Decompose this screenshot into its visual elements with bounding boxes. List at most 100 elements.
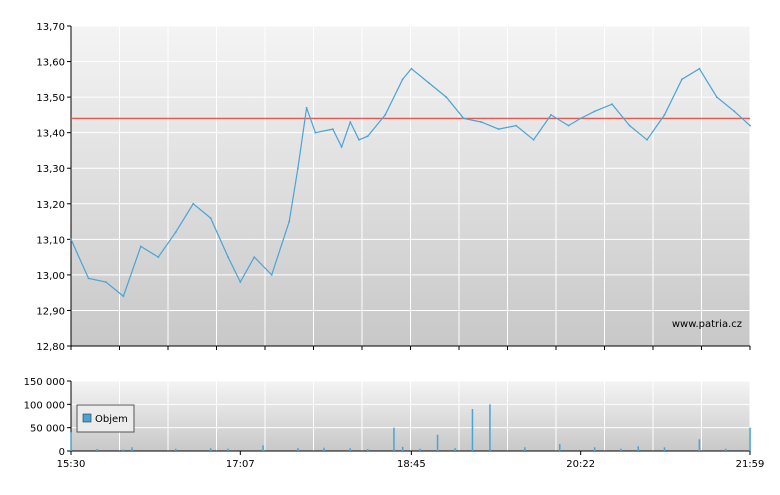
volume-y-tick-label: 150 000 bbox=[24, 377, 65, 388]
price-point bbox=[209, 217, 212, 219]
volume-bar bbox=[297, 448, 299, 451]
price-point bbox=[663, 114, 666, 116]
volume-bar bbox=[349, 448, 351, 451]
price-point bbox=[314, 131, 317, 134]
price-point bbox=[349, 121, 352, 123]
price-point bbox=[331, 128, 334, 131]
price-point bbox=[445, 96, 448, 98]
price-point bbox=[567, 124, 570, 127]
volume-bar bbox=[262, 445, 264, 451]
volume-bar bbox=[393, 427, 395, 451]
price-point bbox=[139, 245, 142, 248]
price-point bbox=[288, 220, 291, 223]
volume-bar bbox=[724, 448, 727, 451]
volume-bar bbox=[454, 448, 456, 451]
price-point bbox=[698, 67, 701, 70]
price-point bbox=[87, 277, 90, 280]
x-tick-label: 17:07 bbox=[226, 459, 255, 470]
volume-bar bbox=[175, 448, 177, 451]
price-point bbox=[239, 281, 242, 283]
volume-bar bbox=[471, 409, 474, 451]
x-tick-label: 20:22 bbox=[566, 459, 595, 470]
price-point bbox=[366, 135, 369, 138]
volume-bar bbox=[323, 447, 325, 451]
volume-bar bbox=[122, 449, 125, 451]
price-point bbox=[593, 110, 596, 113]
price-point bbox=[270, 274, 273, 276]
price-point bbox=[105, 281, 107, 283]
price-point bbox=[297, 167, 299, 170]
legend-swatch bbox=[82, 413, 92, 423]
price-point bbox=[410, 67, 413, 70]
volume-bar bbox=[131, 447, 133, 451]
price-point bbox=[681, 78, 683, 81]
volume-bar bbox=[419, 448, 421, 451]
volume-bar bbox=[70, 432, 72, 451]
volume-y-tick-label: 100 000 bbox=[24, 400, 65, 411]
price-y-tick-label: 13,20 bbox=[36, 200, 65, 211]
volume-bar bbox=[367, 449, 369, 451]
price-y-tick-label: 13,40 bbox=[36, 129, 65, 140]
price-y-tick-label: 12,90 bbox=[36, 306, 65, 317]
price-point bbox=[550, 114, 552, 116]
price-y-tick-label: 12,80 bbox=[36, 342, 65, 353]
price-point bbox=[628, 124, 631, 127]
price-point bbox=[532, 138, 535, 141]
volume-bar bbox=[96, 449, 98, 451]
price-point bbox=[384, 114, 387, 116]
volume-legend: Objem bbox=[76, 404, 135, 433]
volume-bar bbox=[637, 446, 639, 451]
price-point bbox=[579, 117, 582, 120]
price-point bbox=[611, 103, 613, 106]
x-tick-label: 18:45 bbox=[397, 459, 426, 470]
volume-bar bbox=[209, 448, 212, 451]
price-y-tick-label: 13,70 bbox=[36, 22, 65, 33]
price-point bbox=[401, 78, 404, 81]
price-point bbox=[227, 256, 230, 258]
volume-y-tick-label: 50 000 bbox=[30, 424, 65, 435]
price-point bbox=[70, 238, 72, 241]
volume-y-tick-label: 0 bbox=[59, 447, 65, 458]
price-y-tick-label: 13,10 bbox=[36, 235, 65, 246]
price-y-tick-label: 13,60 bbox=[36, 58, 65, 69]
price-point bbox=[515, 124, 517, 127]
x-tick-label: 15:30 bbox=[57, 459, 86, 470]
price-point bbox=[646, 138, 648, 141]
volume-bar bbox=[401, 446, 404, 451]
volume-bar bbox=[489, 404, 491, 451]
volume-bar bbox=[749, 427, 751, 451]
price-y-tick-label: 13,50 bbox=[36, 93, 65, 104]
price-point bbox=[174, 231, 177, 234]
volume-bar bbox=[620, 448, 622, 451]
volume-bar bbox=[436, 434, 439, 451]
volume-bar bbox=[698, 439, 701, 451]
price-y-tick-label: 13,00 bbox=[36, 271, 65, 282]
watermark[interactable]: www.patria.cz bbox=[672, 319, 742, 330]
price-point bbox=[340, 146, 343, 148]
price-point bbox=[122, 295, 125, 298]
volume-bar bbox=[593, 447, 596, 451]
x-tick-label: 21:59 bbox=[736, 459, 765, 470]
price-point bbox=[358, 138, 360, 141]
volume-bar bbox=[559, 444, 561, 451]
price-point bbox=[427, 82, 430, 84]
price-y-tick-label: 13,30 bbox=[36, 164, 65, 175]
price-point bbox=[157, 256, 160, 258]
legend-label: Objem bbox=[95, 414, 128, 425]
price-panel: 12,80 12,90 13,00 13,10 13,20 13,30 13,40 13,50… bbox=[36, 22, 751, 353]
price-point bbox=[192, 202, 195, 205]
volume-panel: 0 50 000 100 000 150 000 15:30 17:07 18:45 20:2… bbox=[24, 377, 765, 470]
volume-bar bbox=[227, 448, 229, 451]
price-point bbox=[497, 128, 500, 131]
price-point bbox=[462, 117, 465, 120]
price-point bbox=[305, 106, 308, 109]
price-point bbox=[733, 110, 736, 113]
price-point bbox=[253, 256, 256, 258]
volume-bar bbox=[524, 447, 526, 451]
price-point bbox=[749, 124, 751, 127]
price-point bbox=[480, 121, 483, 123]
price-point bbox=[715, 96, 718, 98]
volume-bar bbox=[663, 447, 666, 451]
